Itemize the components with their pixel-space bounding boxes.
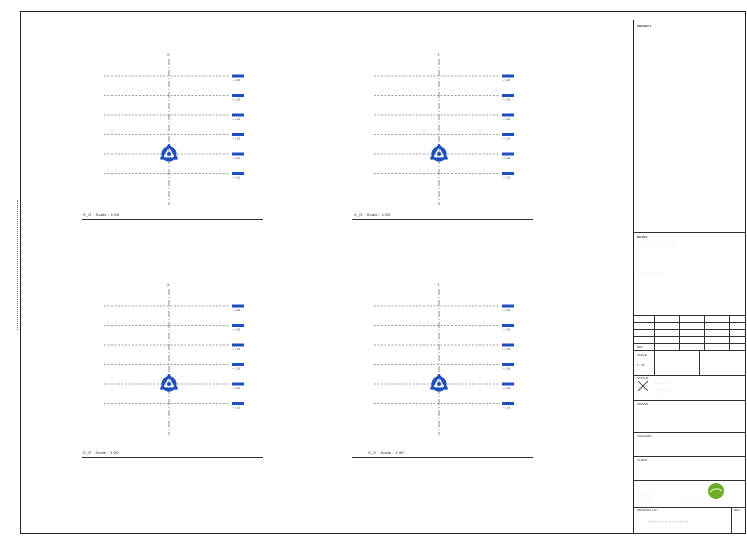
level-tag: — L.02 xyxy=(502,157,511,160)
level-marker-icon xyxy=(232,304,244,308)
level-tag: — L.05 xyxy=(502,99,511,102)
logo-caption: · · · · · · · · · · · · · · · xyxy=(684,500,711,504)
level-tag: — L.01 xyxy=(502,407,511,410)
level-tag: — L.05 xyxy=(232,329,241,332)
level-marker-icon xyxy=(232,324,244,327)
level-tag: — L.06 xyxy=(232,79,241,82)
elevation-drawing: X — L.06 — L.05 — L.04 — L.03 — L.02 — L.01 xyxy=(104,282,244,435)
elevation-drawing: Y — L.06 — L.05 — L.04 — L.03 — L.02 — L.01 xyxy=(374,52,514,205)
company-logo-icon xyxy=(708,483,724,499)
drawn-label: DRAWN xyxy=(637,402,649,406)
level-marker-icon xyxy=(502,113,514,117)
section-symbol-icon xyxy=(160,143,178,162)
level-marker-icon xyxy=(502,304,514,308)
status-line: · · · · · · · · · · xyxy=(654,387,672,391)
sheet-edge-note xyxy=(17,200,22,330)
level-marker-icon xyxy=(232,133,244,136)
level-tag: — L.04 xyxy=(502,348,511,351)
viewport-bottom-left[interactable]: X — L.06 — L.05 — L.04 — L.03 — L.02 — L.01 xyxy=(82,280,282,440)
level-marker-icon xyxy=(232,343,244,347)
level-tag: — L.03 xyxy=(502,368,511,371)
viewport-title: X_S · Scale : 1:50 xyxy=(83,450,119,455)
level-marker-icon xyxy=(502,172,514,175)
notes-heading: NOTES xyxy=(637,235,648,239)
viewport-title: X_G · Scale : 1:50 xyxy=(354,212,391,217)
section-symbol-icon xyxy=(430,373,448,392)
level-tag: — L.02 xyxy=(502,387,511,390)
section-symbol-icon xyxy=(160,373,178,392)
level-marker-icon xyxy=(502,94,514,97)
level-marker-icon xyxy=(232,74,244,78)
viewport-top-right[interactable]: Y — L.06 — L.05 — L.04 — L.03 — L.02 — L.01 xyxy=(352,50,552,210)
firm-line: · · · · · · · · xyxy=(637,497,651,501)
scale-label: SCALE xyxy=(637,353,647,357)
level-tag: — L.01 xyxy=(232,177,241,180)
status-label: STATUS xyxy=(637,376,649,380)
elevation-drawing: Y — L.06 — L.05 — L.04 — L.03 — L.02 — L.01 xyxy=(374,282,514,435)
status-line: · · · · · · · · xyxy=(654,381,668,385)
level-marker-icon xyxy=(232,94,244,97)
level-tag: — L.03 xyxy=(232,138,241,141)
level-marker-icon xyxy=(502,74,514,78)
level-marker-icon xyxy=(502,363,514,366)
title-block: PROJECT NOTES · · · · · · · · · · · · · … xyxy=(633,20,746,534)
firm-line: · · · · · · · · · xyxy=(637,492,653,496)
level-tag: — L.04 xyxy=(232,348,241,351)
level-tag: — L.05 xyxy=(232,99,241,102)
checked-label: CHECKED xyxy=(637,434,652,438)
status-line: · · · · · · · · xyxy=(654,393,668,397)
note-line: · · · · · · · · · · · · · · · · xyxy=(637,271,666,275)
level-marker-icon xyxy=(502,324,514,327)
level-tag: — L.06 xyxy=(502,79,511,82)
drawing-sheet xyxy=(20,11,746,534)
elevation-drawing: X — L.06 — L.05 — L.04 — L.03 — L.02 — L.01 xyxy=(104,52,244,205)
viewport-title: X_S · Scale : 1:50 xyxy=(368,450,404,455)
revision-label: REV xyxy=(637,345,644,349)
level-tag: — L.06 xyxy=(502,309,511,312)
client-label: CLIENT xyxy=(637,458,648,462)
viewport-title-rule xyxy=(352,457,533,458)
level-tag: — L.01 xyxy=(232,407,241,410)
drawing-number: · · · · · · · · · · · · · · · · · xyxy=(648,519,689,524)
drawing-number-label: DRAWING NO. xyxy=(637,508,658,512)
level-marker-icon xyxy=(502,402,514,405)
level-marker-icon xyxy=(502,152,514,156)
viewport-top-left[interactable]: X — L.06 — L.05 — L.04 — L.03 — L.02 — L.01 xyxy=(82,50,282,210)
axis-label: Y xyxy=(437,282,440,287)
level-tag: — L.03 xyxy=(502,138,511,141)
scale-value: 1 : 50 xyxy=(637,363,645,367)
level-tag: — L.05 xyxy=(502,329,511,332)
level-marker-icon xyxy=(502,343,514,347)
level-marker-icon xyxy=(232,363,244,366)
section-symbol-icon xyxy=(430,143,448,162)
axis-label: Y xyxy=(437,52,440,57)
viewport-bottom-right[interactable]: Y — L.06 — L.05 — L.04 — L.03 — L.02 — L.01 xyxy=(352,280,552,440)
viewport-title-rule xyxy=(82,457,263,458)
level-marker-icon xyxy=(232,402,244,405)
rev-label: REV xyxy=(734,508,741,512)
level-marker-icon xyxy=(232,172,244,175)
level-marker-icon xyxy=(502,133,514,136)
level-tag: — L.04 xyxy=(502,118,511,121)
level-marker-icon xyxy=(232,382,244,386)
axis-label: X xyxy=(167,52,170,57)
axis-label: X xyxy=(167,282,170,287)
level-tag: — L.04 xyxy=(232,118,241,121)
cross-mark-icon xyxy=(638,381,648,391)
viewport-title-rule xyxy=(352,219,533,220)
level-marker-icon xyxy=(232,113,244,117)
project-header: PROJECT xyxy=(637,24,652,28)
level-tag: — L.02 xyxy=(232,387,241,390)
level-marker-icon xyxy=(502,382,514,386)
level-tag: — L.03 xyxy=(232,368,241,371)
level-tag: — L.02 xyxy=(232,157,241,160)
level-marker-icon xyxy=(232,152,244,156)
level-tag: — L.06 xyxy=(232,309,241,312)
note-line: · · · · · · · · · · · · · · · · · · · · … xyxy=(637,241,677,245)
viewport-title-rule xyxy=(82,219,263,220)
level-tag: — L.01 xyxy=(502,177,511,180)
viewport-title: X_G · Scale : 1:50 xyxy=(83,212,120,217)
